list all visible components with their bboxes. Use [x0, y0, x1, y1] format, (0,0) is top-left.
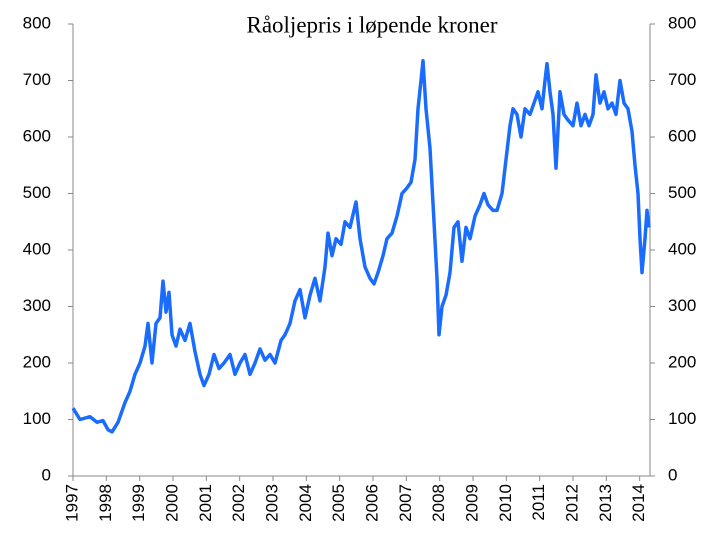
y2-tick-label: 200: [668, 352, 696, 371]
y2-tick-label: 800: [668, 13, 696, 32]
x-tick-label: 1998: [96, 484, 115, 522]
x-tick-label: 2005: [329, 484, 348, 522]
x-tick-label: 2006: [362, 484, 381, 522]
x-tick-label: 2001: [196, 484, 215, 522]
x-tick-label: 2009: [462, 484, 481, 522]
y-tick-label: 200: [23, 352, 51, 371]
y2-tick-label: 500: [668, 183, 696, 202]
y-tick-label: 0: [42, 465, 51, 484]
y-tick-label: 700: [23, 70, 51, 89]
y2-tick-label: 100: [668, 409, 696, 428]
y2-tick-label: 700: [668, 70, 696, 89]
y2-tick-label: 300: [668, 296, 696, 315]
x-tick-label: 2014: [629, 484, 648, 522]
y-tick-label: 500: [23, 183, 51, 202]
x-tick-label: 2004: [296, 484, 315, 522]
x-tick-label: 2010: [496, 484, 515, 522]
line-series: [71, 58, 651, 434]
x-tick-label: 1997: [62, 484, 81, 522]
x-tick-label: 2011: [529, 484, 548, 521]
chart-title: Råoljepris i løpende kroner: [246, 12, 497, 37]
x-tick-label: 2008: [429, 484, 448, 522]
y-tick-label: 100: [23, 409, 51, 428]
y-tick-label: 800: [23, 13, 51, 32]
y2-tick-label: 0: [668, 465, 677, 484]
y-tick-label: 300: [23, 296, 51, 315]
x-tick-label: 2007: [396, 484, 415, 522]
x-tick-label: 2002: [229, 484, 248, 522]
x-tick-label: 2013: [596, 484, 615, 522]
x-tick-label: 2003: [262, 484, 281, 522]
y2-tick-label: 600: [668, 126, 696, 145]
x-tick-label: 2000: [162, 484, 181, 522]
x-tick-label: 2012: [562, 484, 581, 522]
x-tick-label: 1999: [129, 484, 148, 522]
y-tick-label: 400: [23, 239, 51, 258]
y2-tick-label: 400: [668, 239, 696, 258]
y-tick-label: 600: [23, 126, 51, 145]
